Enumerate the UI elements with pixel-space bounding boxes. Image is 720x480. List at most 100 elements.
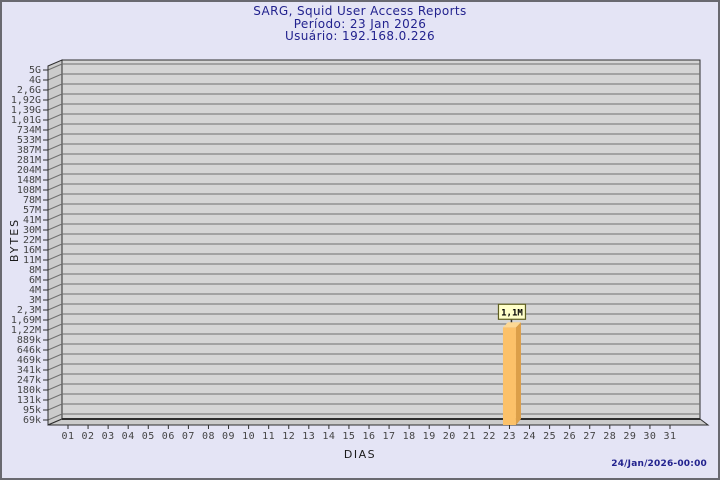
x-tick-label: 27 <box>583 431 596 442</box>
x-tick-label: 09 <box>222 431 235 442</box>
y-tick-label: 4G <box>29 75 41 86</box>
x-tick-label: 08 <box>202 431 215 442</box>
wall-gridline <box>47 93 63 101</box>
wall-gridline <box>47 83 63 91</box>
y-tick-label: 1,39G <box>11 105 41 116</box>
wall-gridline <box>47 143 63 151</box>
y-tick-label: 2,3M <box>17 305 41 316</box>
x-tick-label: 26 <box>563 431 576 442</box>
y-tick-label: 889k <box>17 335 41 346</box>
x-tick-label: 04 <box>122 431 135 442</box>
wall-gridline <box>47 253 63 261</box>
x-tick-label: 25 <box>543 431 556 442</box>
wall-gridline <box>47 293 63 301</box>
y-tick-label: 341k <box>17 365 41 376</box>
x-tick-label: 24 <box>523 431 536 442</box>
chart-user: Usuário: 192.168.0.226 <box>284 29 436 43</box>
y-tick-label: 69k <box>23 415 41 426</box>
wall-gridline <box>47 223 63 231</box>
y-tick-label: 469k <box>17 355 41 366</box>
x-tick-label: 31 <box>663 431 676 442</box>
wall-gridline <box>47 213 63 221</box>
y-tick-label: 30M <box>23 225 41 236</box>
wall-gridline <box>47 133 63 141</box>
x-tick-label: 17 <box>383 431 396 442</box>
y-tick-label: 387M <box>17 145 41 156</box>
y-tick-label: 734M <box>17 125 41 136</box>
y-tick-label: 1,22M <box>11 325 41 336</box>
wall-gridline <box>47 303 63 311</box>
x-tick-label: 30 <box>643 431 656 442</box>
wall-gridline <box>47 393 63 401</box>
chart-period: Período: 23 Jan 2026 <box>293 16 427 31</box>
x-tick-label: 11 <box>262 431 275 442</box>
wall-gridline <box>47 373 63 381</box>
y-tick-label: 16M <box>23 245 41 256</box>
x-tick-label: 19 <box>423 431 436 442</box>
x-tick-label: 07 <box>182 431 195 442</box>
y-axis-title: BYTES <box>8 217 21 263</box>
y-tick-label: 11M <box>23 255 41 266</box>
y-tick-label: 57M <box>23 205 41 216</box>
y-tick-label: 108M <box>17 185 41 196</box>
x-tick-label: 22 <box>483 431 496 442</box>
wall-gridline <box>47 403 63 411</box>
chart-title: SARG, Squid User Access Reports <box>253 4 467 18</box>
y-tick-label: 281M <box>17 155 41 166</box>
bar-value-label: 1,1M <box>501 308 523 318</box>
y-tick-label: 180k <box>17 385 41 396</box>
x-tick-label: 23 <box>503 431 516 442</box>
wall-gridline <box>47 353 63 361</box>
wall-gridline <box>47 323 63 331</box>
y-tick-label: 1,69M <box>11 315 41 326</box>
wall-gridline <box>47 273 63 281</box>
wall-gridline <box>47 73 63 81</box>
wall-gridline <box>47 383 63 391</box>
bar <box>502 327 516 425</box>
wall-gridline <box>47 243 63 251</box>
x-tick-label: 10 <box>242 431 255 442</box>
y-tick-label: 78M <box>23 195 41 206</box>
x-tick-label: 14 <box>322 431 335 442</box>
y-tick-label: 6M <box>29 275 41 286</box>
wall-gridline <box>47 103 63 111</box>
y-tick-label: 41M <box>23 215 41 226</box>
y-tick-label: 1,92G <box>11 95 41 106</box>
x-tick-label: 12 <box>282 431 295 442</box>
y-tick-label: 646k <box>17 345 41 356</box>
wall-gridline <box>47 173 63 181</box>
y-tick-label: 2,6G <box>17 85 41 96</box>
x-tick-label: 13 <box>302 431 315 442</box>
wall-gridline <box>47 113 63 121</box>
x-tick-label: 18 <box>403 431 416 442</box>
wall-gridline <box>47 193 63 201</box>
x-tick-label: 06 <box>162 431 175 442</box>
wall-gridline <box>47 413 63 421</box>
y-tick-label: 247k <box>17 375 41 386</box>
y-tick-label: 533M <box>17 135 41 146</box>
x-tick-label: 02 <box>82 431 95 442</box>
wall-gridline <box>47 363 63 371</box>
generated-timestamp: 24/Jan/2026-00:00 <box>611 459 707 469</box>
wall-gridline <box>47 343 63 351</box>
y-tick-label: 4M <box>29 285 41 296</box>
wall-gridline <box>47 283 63 291</box>
y-tick-label: 204M <box>17 165 41 176</box>
wall-gridline <box>47 123 63 131</box>
y-tick-label: 3M <box>29 295 41 306</box>
wall-gridline <box>47 263 63 271</box>
y-tick-label: 8M <box>29 265 41 276</box>
y-tick-label: 1,01G <box>11 115 41 126</box>
wall-gridline <box>47 183 63 191</box>
y-tick-label: 148M <box>17 175 41 186</box>
wall-gridline <box>47 63 63 71</box>
wall-gridline <box>47 233 63 241</box>
y-tick-label: 22M <box>23 235 41 246</box>
wall-gridline <box>47 313 63 321</box>
wall-gridline <box>47 333 63 341</box>
x-tick-label: 20 <box>443 431 456 442</box>
wall-gridline <box>47 163 63 171</box>
x-tick-label: 03 <box>102 431 115 442</box>
bar-side-face <box>515 322 521 425</box>
